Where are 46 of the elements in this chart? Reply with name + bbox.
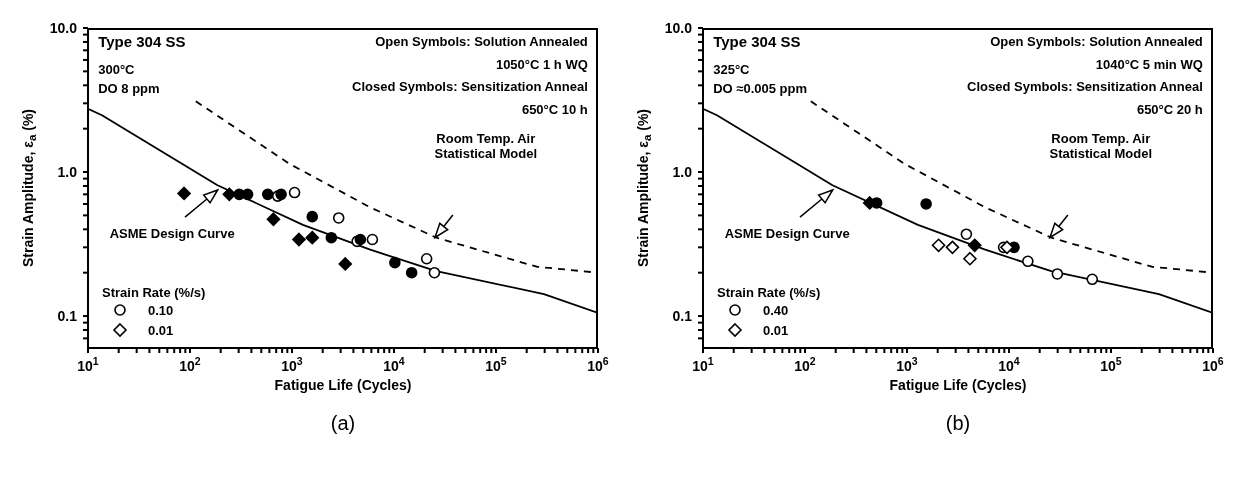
annotation: Open Symbols: Solution Annealed: [375, 34, 588, 50]
y-tick-label: 0.1: [57, 308, 78, 325]
x-tick-label: 10$^{2}$: [179, 355, 201, 374]
x-tick-label: 10$^{6}$: [587, 355, 609, 374]
x-tick-label: 10$^{1}$: [692, 355, 714, 374]
legend-title: Strain Rate (%/s): [717, 285, 821, 300]
y-tick-label: 1.0: [57, 164, 78, 181]
annotation: DO 8 ppm: [98, 80, 160, 96]
y-tick-label: 10.0: [664, 20, 693, 36]
text: (a): [330, 412, 356, 434]
annotation: 1050°C 1 h WQ: [495, 56, 588, 72]
legend-label: 0.01: [148, 322, 174, 338]
x-tick-label: 10$^{4}$: [383, 355, 405, 374]
x-tick-label: 10$^{2}$: [794, 355, 816, 374]
annotation: Closed Symbols: Sensitization Anneal: [352, 79, 588, 95]
x-tick-label: 10$^{4}$: [998, 355, 1020, 374]
x-tick-label: 10$^{3}$: [896, 355, 918, 374]
legend-label: 0.40: [763, 302, 789, 318]
x-tick-label: 10$^{6}$: [1202, 355, 1224, 374]
legend-label: 0.01: [763, 322, 789, 338]
annotation: Room Temp. Air Statistical Model: [434, 131, 538, 162]
annotation: Closed Symbols: Sensitization Anneal: [967, 79, 1203, 95]
x-tick-label: 10$^{5}$: [485, 355, 507, 374]
annotation: 300°C: [98, 61, 135, 77]
y-tick-label: 1.0: [672, 164, 693, 181]
annotation: ASME Design Curve: [724, 225, 850, 241]
legend-title: Strain Rate (%/s): [102, 285, 206, 300]
annotation: DO ≈0.005 ppm: [713, 80, 808, 96]
annotation: Open Symbols: Solution Annealed: [990, 34, 1203, 50]
annotation: 1040°C 5 min WQ: [1095, 56, 1203, 72]
annotation: ASME Design Curve: [109, 225, 235, 241]
x-tick-label: 10$^{1}$: [77, 355, 99, 374]
legend-label: 0.10: [148, 302, 174, 318]
y-tick-label: 0.1: [672, 308, 693, 325]
annotation: 650°C 20 h: [1136, 101, 1203, 117]
text: (b): [945, 412, 971, 434]
annotation: 650°C 10 h: [521, 101, 588, 117]
x-axis-title: Fatigue Life (Cycles): [274, 377, 412, 393]
annotation: Type 304 SS: [98, 33, 186, 51]
annotation: Type 304 SS: [713, 33, 801, 51]
annotation: Room Temp. Air Statistical Model: [1049, 131, 1153, 162]
x-tick-label: 10$^{3}$: [281, 355, 303, 374]
x-tick-label: 10$^{5}$: [1100, 355, 1122, 374]
y-tick-label: 10.0: [49, 20, 78, 36]
annotation: 325°C: [713, 61, 750, 77]
x-axis-title: Fatigue Life (Cycles): [889, 377, 1027, 393]
